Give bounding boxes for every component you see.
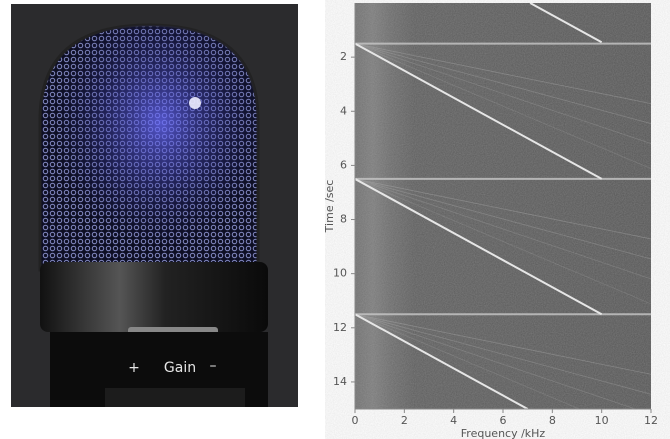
x-tick-label: 2 bbox=[401, 414, 408, 427]
photo-label: – bbox=[210, 358, 217, 374]
y-tick-label: 10 bbox=[333, 267, 347, 280]
y-tick-label: 14 bbox=[333, 375, 347, 388]
x-tick-label: 4 bbox=[450, 414, 457, 427]
y-tick-label: 2 bbox=[340, 50, 347, 63]
x-tick-label: 12 bbox=[644, 414, 658, 427]
y-tick-label: 6 bbox=[340, 158, 347, 171]
x-tick-label: 6 bbox=[500, 414, 507, 427]
x-axis-label: Frequency /kHz bbox=[461, 427, 546, 439]
photo-label: + bbox=[128, 360, 140, 376]
x-tick-label: 8 bbox=[549, 414, 556, 427]
y-tick-label: 8 bbox=[340, 213, 347, 226]
photo-label: Gain bbox=[164, 360, 196, 376]
spectrogram bbox=[355, 3, 651, 409]
y-tick-label: 4 bbox=[340, 104, 347, 117]
figure: + Gain – Frequency /kHz Time /sec 0 2 4 6 8 1… bbox=[0, 0, 670, 439]
photo: + Gain – bbox=[11, 4, 298, 407]
y-tick-label: 12 bbox=[333, 321, 347, 334]
x-tick-label: 10 bbox=[595, 414, 609, 427]
x-tick-label: 0 bbox=[352, 414, 359, 427]
y-axis-label: Time /sec bbox=[323, 180, 336, 234]
